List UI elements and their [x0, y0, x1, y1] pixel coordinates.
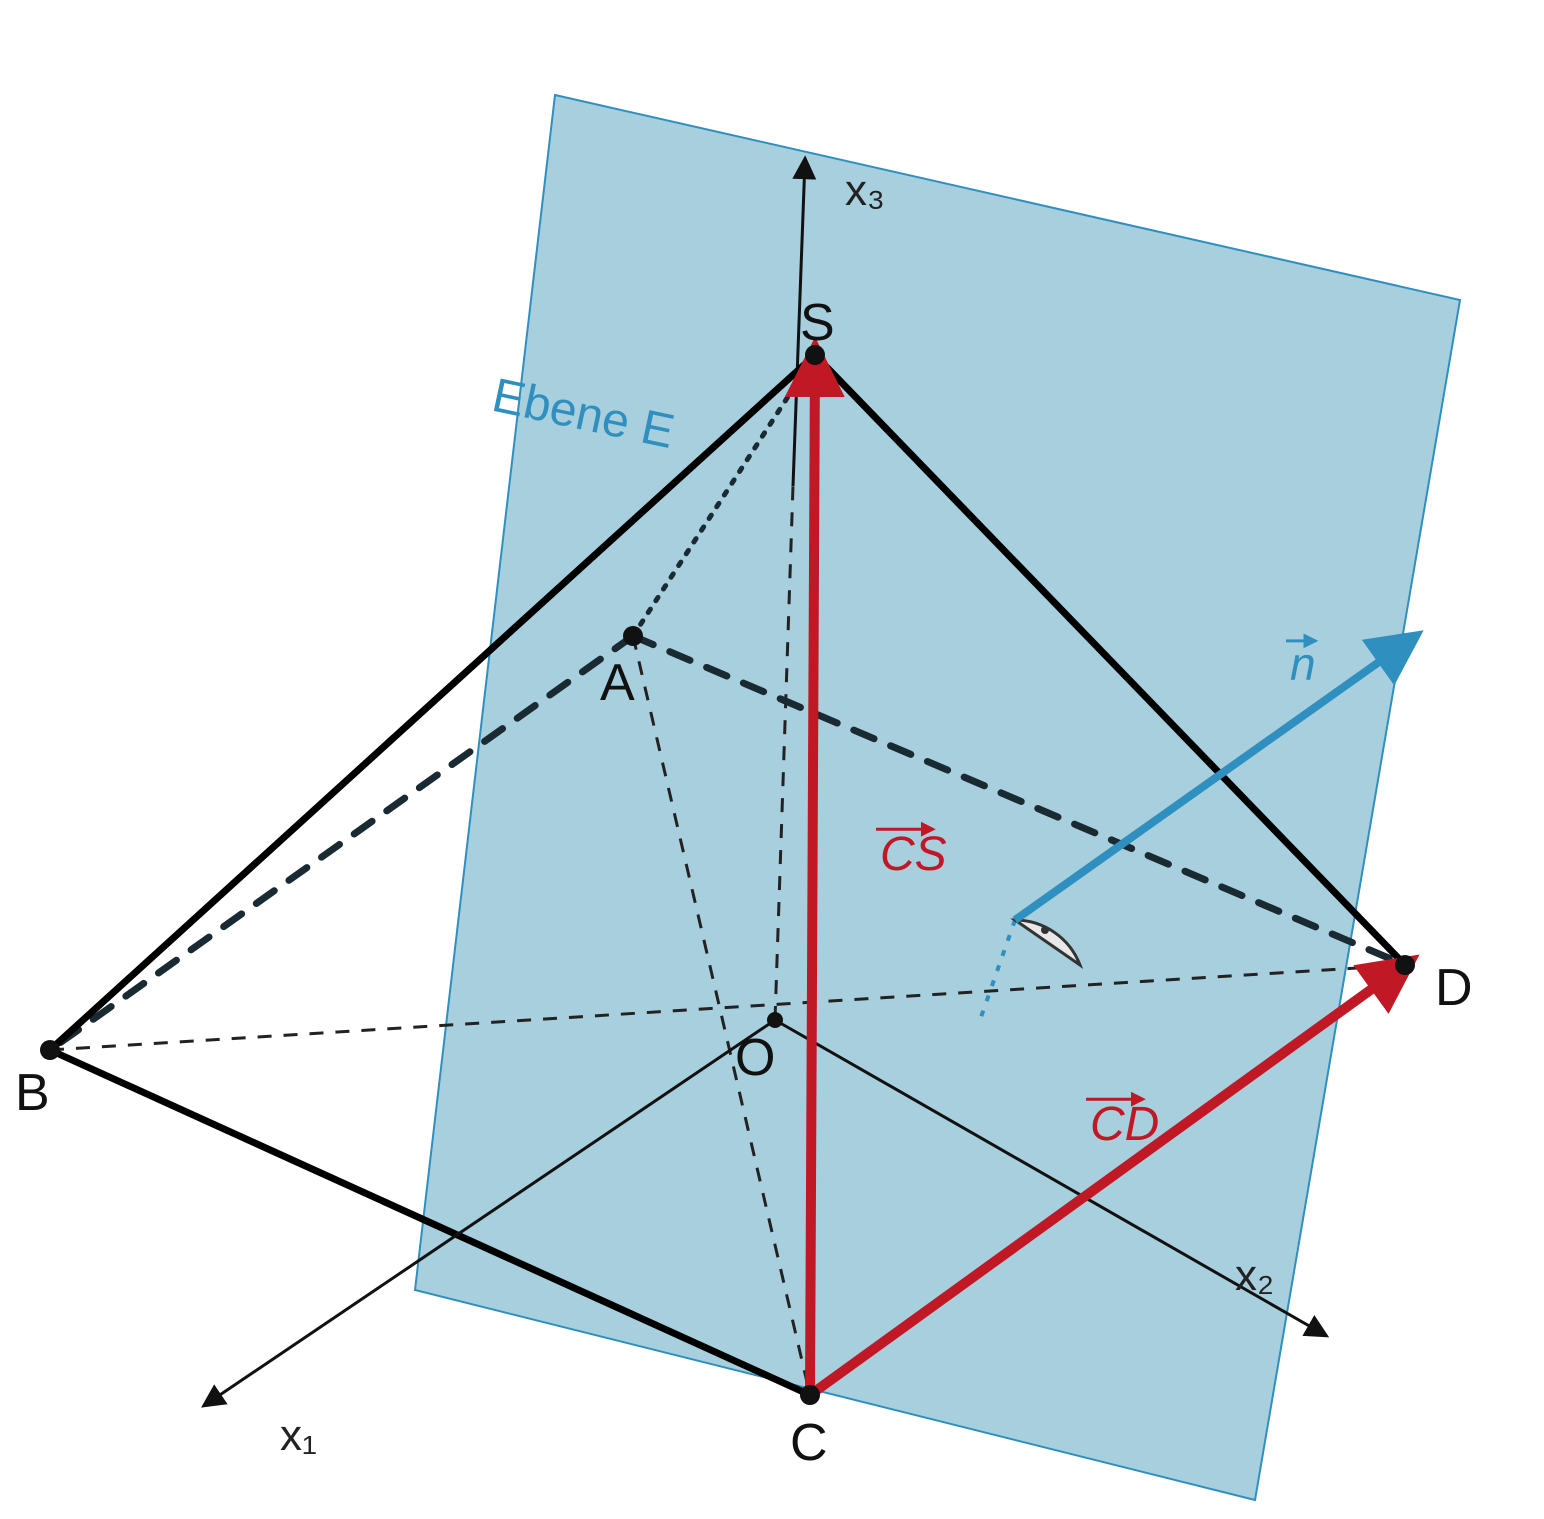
svg-text:CD: CD — [1090, 1098, 1159, 1151]
point-o-label: O — [735, 1029, 775, 1087]
axis-x3-label: x₃ — [845, 166, 885, 215]
geometry-diagram: Ebene E x₁ x₂ x₃ A B C D O S CS CD n — [0, 0, 1544, 1519]
vector-cs-label: CS — [876, 828, 947, 881]
axis-x1-label: x₁ — [280, 1411, 317, 1460]
point-s-label: S — [800, 294, 835, 352]
point-b-label: B — [15, 1064, 50, 1122]
right-angle-dot — [1041, 926, 1049, 934]
vector-cs — [810, 355, 815, 1395]
vector-cd-label: CD — [1086, 1098, 1159, 1151]
svg-text:n: n — [1290, 638, 1316, 690]
svg-text:CS: CS — [880, 828, 947, 881]
vector-n-label: n — [1286, 638, 1316, 690]
point-c-label: C — [790, 1414, 828, 1472]
point-d-label: D — [1435, 959, 1473, 1017]
point-a-label: A — [600, 654, 635, 712]
axis-x2-label: x₂ — [1235, 1251, 1274, 1300]
